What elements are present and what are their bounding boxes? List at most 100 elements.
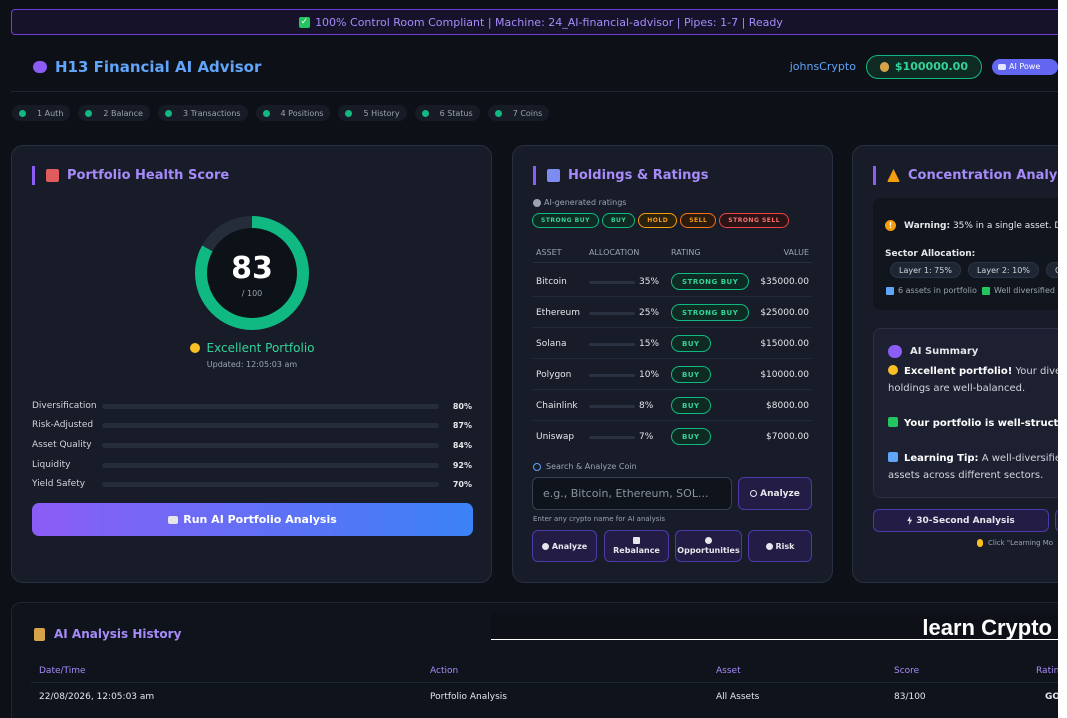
col-rating: RATING [671, 248, 701, 257]
check-icon: ✓ [299, 16, 311, 28]
status-banner-text: 100% Control Room Compliant | Machine: 2… [315, 15, 783, 29]
summary-paragraph: Excellent portfolio! Your divers holding… [888, 363, 1058, 397]
summary-bold: Excellent portfolio! [904, 366, 1013, 377]
rocket-icon [705, 537, 712, 544]
warning-triangle-icon [887, 169, 900, 182]
sector-chip: Layer 2: 10% [967, 262, 1039, 278]
summary-bold: Learning Tip: [904, 453, 979, 464]
table-row[interactable]: Chainlink 8% BUY $8000.00 [533, 390, 812, 421]
quick-rebalance-button[interactable]: Rebalance [604, 530, 669, 562]
table-row[interactable]: Uniswap 7% BUY $7000.00 [533, 421, 812, 452]
history-score: 83/100 [894, 692, 926, 702]
analyze-coin-button[interactable]: Analyze [738, 477, 812, 510]
table-row[interactable]: Solana 15% BUY $15000.00 [533, 328, 812, 359]
metric-percent: 87% [452, 420, 472, 430]
metric-percent: 84% [452, 440, 472, 450]
status-dot-icon [421, 109, 429, 117]
quick-opportunities-button[interactable]: Opportunities [675, 530, 742, 562]
health-verdict: Excellent Portfolio [12, 341, 491, 355]
allocation-bar [589, 436, 635, 439]
concentration-title: Concentration Analysis [908, 168, 1058, 183]
asset-value: $25000.00 [760, 308, 809, 318]
health-score-ring: 83 / 100 [195, 216, 309, 330]
moneybag-icon [879, 61, 889, 72]
asset-value: $15000.00 [760, 339, 809, 349]
learn-crypto-overlay: learn Crypto [491, 613, 1058, 640]
metric-row: Risk-Adjusted 87% [32, 418, 474, 432]
allocation-percent: 35% [639, 277, 660, 287]
portfolio-health-title: Portfolio Health Score [67, 168, 230, 183]
metric-label: Liquidity [32, 460, 71, 470]
health-score-max: / 100 [241, 288, 263, 298]
username[interactable]: johnsCrypto [789, 60, 856, 73]
summary-paragraph: Your portfolio is well-structure [888, 415, 1058, 432]
pie-chart-icon [541, 542, 549, 550]
quick-action-label: Analyze [551, 541, 588, 551]
learning-mode-button[interactable] [1055, 509, 1058, 532]
table-row[interactable]: Polygon 10% BUY $10000.00 [533, 359, 812, 390]
quick-risk-button[interactable]: Risk [748, 530, 812, 562]
concentration-card: Concentration Analysis ! Warning: 35% in… [852, 145, 1058, 583]
pipe-chip: 6 Status [414, 105, 480, 121]
allocation-percent: 8% [639, 401, 654, 411]
col-action: Action [430, 666, 459, 676]
metric-bar [102, 403, 439, 409]
metric-bar [102, 462, 439, 468]
status-dot-icon [164, 109, 172, 117]
health-verdict-text: Excellent Portfolio [206, 341, 315, 355]
portfolio-health-card: Portfolio Health Score 83 / 100 Excellen… [11, 145, 492, 583]
shield-icon [765, 542, 773, 550]
balance-badge: $100000.00 [865, 54, 982, 79]
concentration-warning-box: ! Warning: 35% in a single asset. D Sect… [873, 198, 1058, 310]
allocation-bar [589, 405, 635, 408]
coin-search-input[interactable] [532, 477, 732, 510]
allocation-bar [589, 281, 635, 284]
asset-name: Chainlink [536, 401, 578, 411]
quick-action-label: Risk [775, 541, 795, 551]
pipe-chip: 3 Transactions [157, 105, 248, 121]
bar-chart-icon [886, 286, 894, 295]
app-header: H13 Financial AI Advisor johnsCrypto $10… [11, 42, 1058, 92]
scroll-icon [34, 627, 45, 641]
check-icon [981, 286, 990, 295]
status-dot-icon [85, 109, 93, 117]
pipe-label: 2 Balance [103, 108, 143, 118]
robot-icon [998, 63, 1006, 70]
pipe-chip: 5 History [338, 105, 407, 121]
rating-pill: STRONG BUY [671, 273, 750, 290]
metric-row: Yield Safety 70% [32, 477, 474, 491]
holdings-table-header: ASSET ALLOCATION RATING VALUE [533, 243, 812, 263]
trend-chart-icon [547, 169, 560, 182]
brain-icon [33, 60, 47, 73]
search-label-text: Search & Analyze Coin [546, 462, 637, 471]
app-title: H13 Financial AI Advisor [55, 57, 262, 76]
asset-name: Ethereum [536, 308, 580, 318]
card-title: Concentration Analysis [873, 166, 1058, 185]
search-hint: Enter any crypto name for AI analysis [533, 515, 666, 523]
allocation-percent: 7% [639, 432, 654, 442]
asset-name: Uniswap [536, 432, 575, 442]
warning-line: ! Warning: 35% in a single asset. D [885, 220, 1058, 231]
asset-value: $10000.00 [760, 370, 809, 380]
metric-label: Risk-Adjusted [32, 420, 94, 430]
metric-bar [102, 442, 439, 448]
history-datetime: 22/08/2026, 12:05:03 am [39, 692, 155, 702]
header-right: johnsCrypto $100000.00 AI Powe [789, 54, 1058, 79]
table-row[interactable]: Ethereum 25% STRONG BUY $25000.00 [533, 297, 812, 328]
status-dot-icon [345, 109, 353, 117]
metric-percent: 80% [452, 401, 472, 411]
ai-summary-title: AI Summary [910, 346, 979, 357]
rating-pill: BUY [671, 397, 711, 414]
legend-strong-buy: STRONG BUY [532, 213, 599, 228]
run-analysis-button[interactable]: Run AI Portfolio Analysis [32, 503, 473, 536]
pipe-chip: 1 Auth [12, 105, 71, 121]
thirty-second-analysis-button[interactable]: 30-Second Analysis [873, 509, 1049, 532]
legend-sell: SELL [680, 213, 717, 228]
pipe-status-bar: 1 Auth 2 Balance 3 Transactions 4 Positi… [12, 105, 550, 121]
quick-analyze-button[interactable]: Analyze [532, 530, 597, 562]
assets-summary: 6 assets in portfolio Well diversified [886, 286, 1055, 295]
legend-strong-sell: STRONG SELL [719, 213, 790, 228]
history-asset: All Assets [716, 692, 760, 702]
table-row[interactable]: Bitcoin 35% STRONG BUY $35000.00 [533, 266, 812, 297]
sector-allocation-label: Sector Allocation: [885, 249, 976, 259]
